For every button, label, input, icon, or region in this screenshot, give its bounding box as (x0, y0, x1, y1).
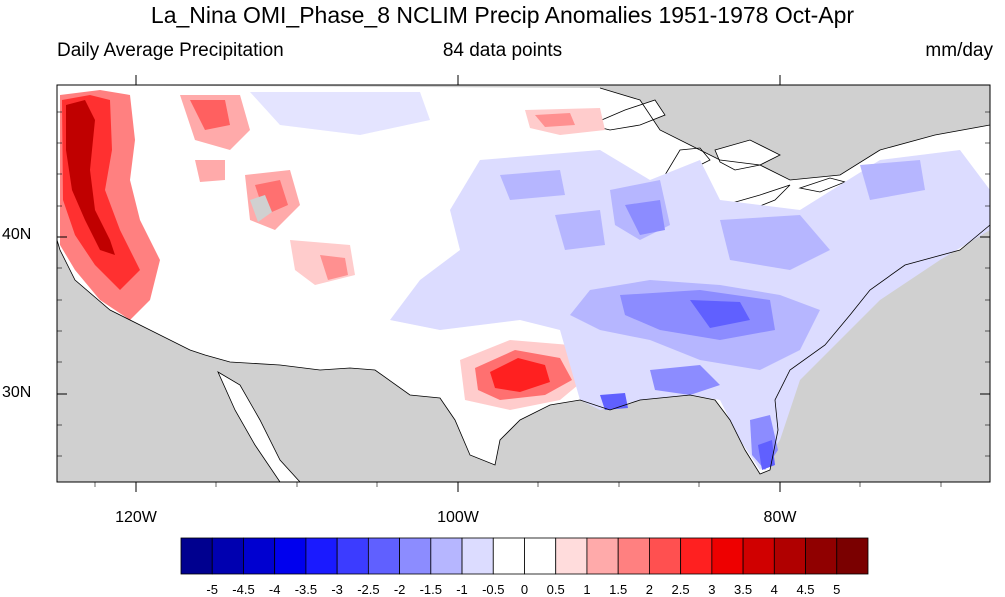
colorbar-box (773, 537, 806, 575)
chart-title: La_Nina OMI_Phase_8 NCLIM Precip Anomali… (150, 2, 855, 28)
colorbar-box (461, 537, 494, 575)
colorbar-tick-label: 1 (583, 582, 591, 597)
center-subtitle: 84 data points (442, 40, 563, 61)
lon-label-80w: 80W (763, 509, 797, 526)
colorbar-box (492, 537, 525, 575)
colorbar-box (586, 537, 619, 575)
colorbar-box (274, 537, 307, 575)
colorbar-box (430, 537, 463, 575)
colorbar-tick-label: -1 (456, 582, 468, 597)
colorbar-box (711, 537, 744, 575)
colorbar-tick-label: -2 (393, 582, 406, 597)
colorbar-tick-label: -1.5 (419, 582, 442, 597)
colorbar-tick-label: 2.5 (671, 582, 690, 597)
colorbar-box (243, 537, 276, 575)
colorbar-box (336, 537, 369, 575)
lon-label-120w: 120W (115, 509, 157, 526)
colorbar-box (555, 537, 588, 575)
colorbar-tick-label: -0.5 (482, 582, 505, 597)
colorbar-tick-label: 2 (645, 582, 653, 597)
colorbar-tick-label: 3 (708, 582, 716, 597)
colorbar-box (836, 537, 869, 575)
units-label: mm/day (925, 40, 993, 61)
lat-label-40n: 40N (2, 226, 32, 243)
colorbar-box (367, 537, 400, 575)
colorbar-box (680, 537, 713, 575)
lat-label-30n: 30N (2, 384, 32, 401)
colorbar-box (742, 537, 775, 575)
colorbar-tick-label: -4 (268, 582, 281, 597)
colorbar-box (524, 537, 557, 575)
colorbar-box (211, 537, 244, 575)
colorbar-tick-label: 4 (770, 582, 778, 597)
colorbar-tick-label: -5 (206, 582, 218, 597)
colorbar-tick-label: 5 (833, 582, 841, 597)
colorbar-tick-label: 4.5 (796, 582, 815, 597)
colorbar-tick-label: 0 (520, 582, 529, 597)
colorbar-box (305, 537, 338, 575)
colorbar-tick-label: -2.5 (357, 582, 380, 597)
left-subtitle: Daily Average Precipitation (57, 40, 284, 61)
colorbar-tick-label: 1.5 (609, 582, 628, 597)
colorbar-box (399, 537, 432, 575)
colorbar (180, 537, 869, 575)
colorbar-box (649, 537, 682, 575)
colorbar-tick-label: 3.5 (734, 582, 753, 597)
colorbar-box (180, 537, 213, 575)
colorbar-tick-label: -3.5 (294, 582, 318, 597)
colorbar-tick-label: -3 (331, 582, 343, 597)
colorbar-tick-label: 0.5 (546, 582, 565, 597)
map-frame (56, 84, 991, 483)
colorbar-box (617, 537, 650, 575)
colorbar-box (805, 537, 838, 575)
lon-label-100w: 100W (437, 509, 479, 526)
colorbar-tick-label: -4.5 (232, 582, 255, 597)
